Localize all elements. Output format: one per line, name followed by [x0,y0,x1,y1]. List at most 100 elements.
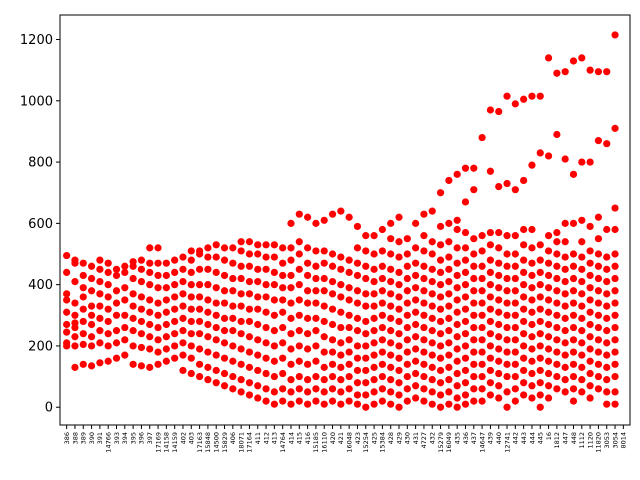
data-point [453,284,461,292]
data-point [353,259,362,267]
data-point [453,244,461,252]
data-point [79,330,87,338]
data-point [287,388,295,396]
data-point [171,268,179,276]
data-point [503,250,511,258]
data-point [279,397,287,405]
data-point [387,219,395,227]
data-point [395,281,403,289]
data-point [503,336,511,344]
data-point [603,351,611,359]
data-point [461,164,470,172]
data-point [212,323,220,332]
data-point [187,342,195,350]
x-tick-label: 1120 [586,432,594,449]
data-point [262,308,270,316]
data-point [436,189,445,197]
data-point [445,351,453,359]
data-point [520,268,528,276]
data-point [270,327,278,335]
data-point [603,314,611,322]
data-point [79,284,87,292]
data-point [96,290,104,298]
data-point [578,327,586,335]
data-point [362,247,370,255]
data-point [179,314,187,322]
data-point [594,137,603,145]
data-point [353,287,362,295]
data-point [486,106,495,114]
data-point [611,348,619,356]
data-point [154,271,162,280]
data-point [520,293,528,301]
data-point [536,293,544,301]
data-point [162,259,170,267]
data-point [96,327,104,335]
data-point [378,385,386,393]
data-point [603,400,611,408]
data-point [146,244,154,252]
data-point [387,351,395,359]
data-point [569,274,578,283]
data-point [420,274,428,283]
data-point [428,290,436,298]
y-tick-label: 1000 [20,94,53,109]
data-point [204,308,212,316]
data-point [495,345,503,353]
data-point [436,305,445,313]
data-point [436,222,445,231]
data-point [270,296,278,304]
data-point [328,320,337,329]
data-point [270,342,278,350]
data-point [287,219,295,227]
data-point [270,281,278,289]
data-point [320,216,328,224]
data-point [387,339,395,347]
data-point [511,186,519,194]
data-point [486,268,495,276]
data-point [320,388,328,396]
data-point [387,314,395,322]
data-point [453,382,461,390]
data-point [137,330,146,338]
data-point [503,179,511,188]
data-point [245,305,254,313]
data-point [212,268,220,276]
data-point [553,274,561,283]
data-point [478,274,486,283]
y-tick-label: 600 [28,217,53,232]
data-point [195,281,204,289]
data-point [204,296,212,304]
data-point [121,296,129,304]
data-point [461,317,470,326]
data-point [536,281,544,289]
data-point [237,302,245,310]
data-point [212,379,220,387]
data-point [304,271,312,280]
data-point [420,287,428,295]
data-point [553,372,561,381]
data-point [420,348,428,356]
data-point [511,336,519,344]
data-point [428,277,436,286]
data-point [578,363,586,371]
data-point [362,403,370,411]
data-point [553,348,561,356]
x-tick-label: 412 [262,432,270,444]
data-point [129,290,137,298]
data-point [304,376,312,384]
data-point [295,372,303,381]
data-point [395,403,403,411]
data-point [528,244,536,252]
data-point [436,268,445,276]
data-point [412,320,420,329]
data-point [395,293,403,301]
data-point [544,382,553,390]
data-point [328,250,337,258]
data-point [129,258,137,266]
data-point [470,235,478,243]
plot-frame [59,14,631,426]
data-point [187,281,195,289]
data-point [370,339,378,347]
data-point [428,302,436,310]
